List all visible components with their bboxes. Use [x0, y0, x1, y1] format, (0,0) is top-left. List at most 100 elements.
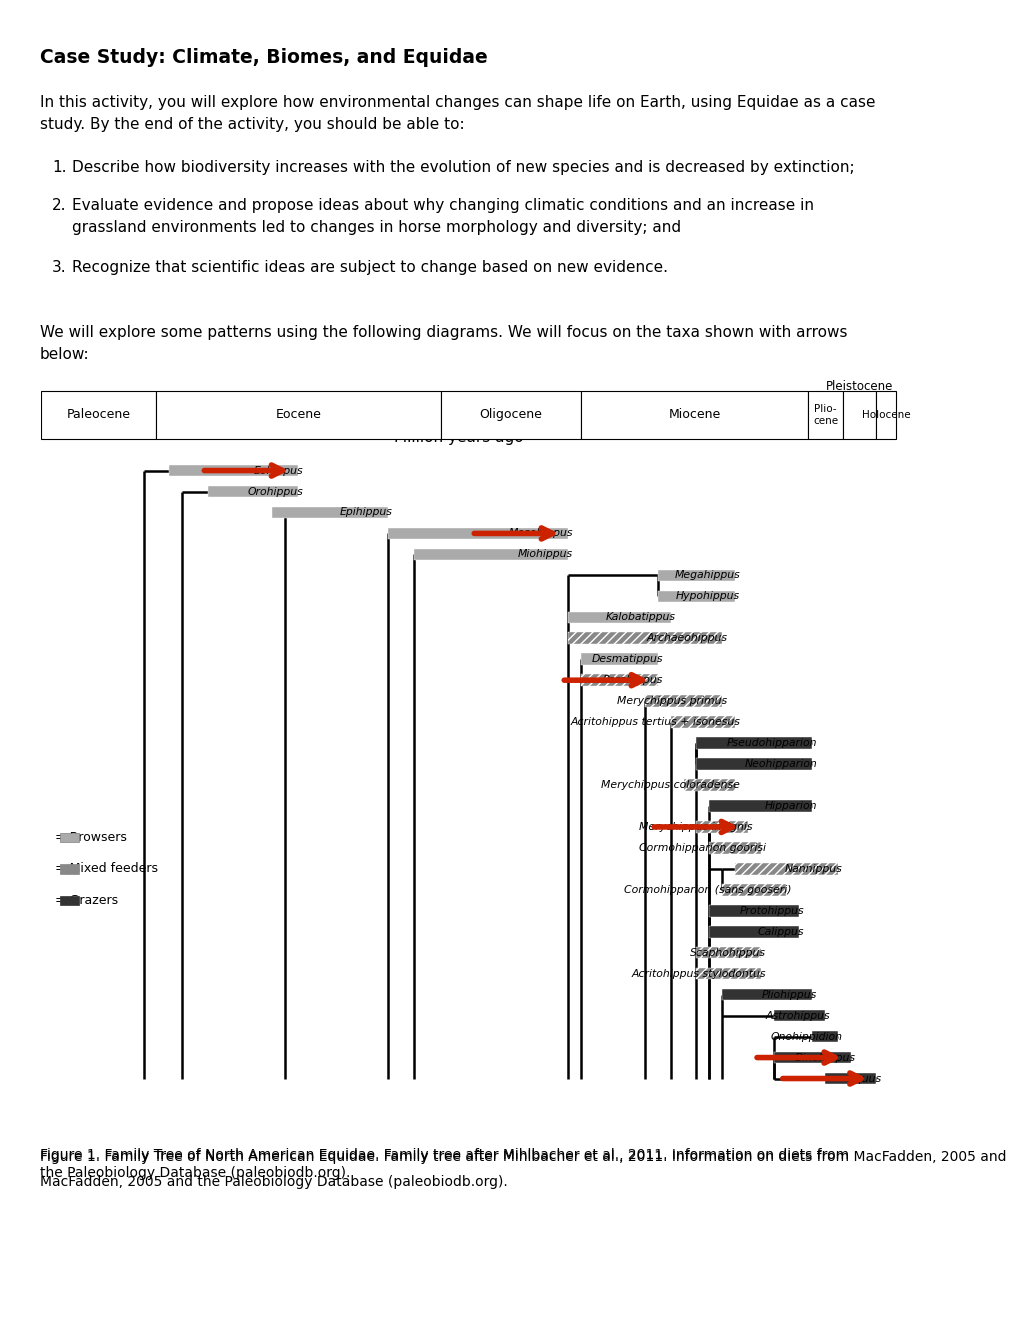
Text: Merychippus insignis: Merychippus insignis [639, 822, 752, 832]
Text: Miocene: Miocene [667, 408, 719, 421]
Text: Million years ago: Million years ago [393, 430, 523, 445]
Text: Acritohippus stylodontus: Acritohippus stylodontus [631, 969, 765, 978]
Text: Evaluate evidence and propose ideas about why changing climatic conditions and a: Evaluate evidence and propose ideas abou… [72, 198, 813, 213]
Bar [842, 391, 875, 440]
Bar [169, 465, 298, 477]
Bar [735, 863, 837, 875]
Text: Kalobatippus: Kalobatippus [605, 612, 676, 622]
Text: 0: 0 [871, 414, 879, 428]
Text: Mesohippus: Mesohippus [508, 528, 573, 539]
Text: Merychippus primus: Merychippus primus [616, 696, 727, 706]
Bar [708, 842, 760, 854]
Bar [875, 391, 895, 440]
Bar [41, 391, 156, 440]
Bar [683, 779, 735, 791]
Text: = Browsers: = Browsers [55, 830, 126, 843]
Text: 10: 10 [739, 414, 755, 428]
Bar [824, 1073, 875, 1084]
Bar [721, 884, 786, 895]
Text: Eohippus: Eohippus [253, 466, 303, 475]
Text: Archaeohippus: Archaeohippus [646, 634, 727, 643]
Text: Paleocene: Paleocene [66, 408, 130, 421]
Text: Calippus: Calippus [757, 927, 804, 937]
Text: Plio-
cene: Plio- cene [812, 404, 838, 426]
Text: Oligocene: Oligocene [479, 408, 541, 421]
Text: Holocene: Holocene [861, 411, 909, 420]
Text: We will explore some patterns using the following diagrams. We will focus on the: We will explore some patterns using the … [40, 325, 847, 341]
Text: Eocene: Eocene [275, 408, 321, 421]
Bar [440, 391, 580, 440]
Text: Figure 1. Family Tree of North American Equidae. Family tree after Mihlbacher et: Figure 1. Family Tree of North American … [40, 1148, 848, 1162]
Text: 30: 30 [482, 414, 498, 428]
Bar [772, 1010, 824, 1022]
Bar [772, 1052, 850, 1064]
Text: study. By the end of the activity, you should be able to:: study. By the end of the activity, you s… [40, 117, 465, 132]
Text: Acritohippus tertius + isonesus: Acritohippus tertius + isonesus [570, 717, 740, 727]
Bar [696, 821, 747, 833]
Text: Onohippidion: Onohippidion [770, 1032, 842, 1041]
Text: Equus: Equus [848, 1073, 880, 1084]
Text: Orohippus: Orohippus [247, 487, 303, 496]
Bar [708, 927, 799, 937]
Bar [568, 611, 671, 623]
Text: 40: 40 [354, 414, 370, 428]
Bar [708, 906, 799, 916]
Bar [580, 391, 807, 440]
Text: Miohippus: Miohippus [518, 549, 573, 560]
Bar [657, 590, 735, 602]
Bar [811, 1031, 837, 1043]
Bar [60, 865, 79, 874]
Text: In this activity, you will explore how environmental changes can shape life on E: In this activity, you will explore how e… [40, 95, 874, 110]
Text: Desmatippus: Desmatippus [591, 655, 662, 664]
Text: MacFadden, 2005 and the Paleobiology Database (paleobiodb.org).: MacFadden, 2005 and the Paleobiology Dat… [40, 1175, 507, 1189]
Text: below:: below: [40, 347, 90, 362]
Bar [696, 968, 760, 979]
Text: Neohipparion: Neohipparion [744, 759, 816, 770]
Bar [156, 391, 440, 440]
Text: Case Study: Climate, Biomes, and Equidae: Case Study: Climate, Biomes, and Equidae [40, 48, 487, 67]
Text: Pleistocene: Pleistocene [825, 380, 893, 393]
Text: Recognize that scientific ideas are subject to change based on new evidence.: Recognize that scientific ideas are subj… [72, 260, 667, 275]
Text: Merychippus coloradense: Merychippus coloradense [600, 780, 740, 789]
Text: Hypohippus: Hypohippus [676, 591, 740, 602]
Text: Describe how biodiversity increases with the evolution of new species and is dec: Describe how biodiversity increases with… [72, 160, 854, 176]
Bar [696, 738, 811, 748]
Bar [272, 507, 387, 519]
Bar [721, 989, 811, 1001]
Text: 50: 50 [225, 414, 242, 428]
Text: Parahippus: Parahippus [602, 676, 662, 685]
Text: grassland environments led to changes in horse morphology and diversity; and: grassland environments led to changes in… [72, 220, 681, 235]
Bar [208, 486, 298, 498]
Text: Hipparion: Hipparion [764, 801, 816, 810]
Text: Cormohipparion goorisi: Cormohipparion goorisi [638, 843, 765, 853]
Bar [671, 717, 735, 727]
Text: Pliohippus: Pliohippus [761, 990, 816, 999]
Text: 60: 60 [97, 414, 113, 428]
Bar [696, 758, 811, 770]
Text: = Mixed feeders: = Mixed feeders [55, 862, 158, 875]
Text: = Grazers: = Grazers [55, 894, 118, 907]
Text: 20: 20 [610, 414, 627, 428]
Bar [568, 632, 721, 644]
Text: Dinohippus: Dinohippus [794, 1052, 855, 1063]
Bar [60, 833, 79, 842]
Bar [413, 549, 568, 560]
Bar [807, 391, 842, 440]
Text: Epihippus: Epihippus [339, 507, 392, 517]
Bar [696, 946, 760, 958]
Bar [387, 528, 568, 539]
Bar [708, 800, 811, 812]
Bar [644, 696, 721, 708]
Text: 1.: 1. [52, 160, 66, 176]
Text: 2.: 2. [52, 198, 66, 213]
Bar [580, 675, 657, 686]
Text: 3.: 3. [52, 260, 66, 275]
Text: Figure 1. Family Tree of North American Equidae. Family tree after Mihlbacher et: Figure 1. Family Tree of North American … [40, 1150, 1006, 1180]
Text: Scaphohippus: Scaphohippus [689, 948, 765, 958]
Bar [580, 653, 657, 665]
Text: Pseudohipparion: Pseudohipparion [726, 738, 816, 748]
Bar [60, 895, 79, 906]
Text: Cormohipparion (sans gooseri): Cormohipparion (sans gooseri) [624, 884, 791, 895]
Bar [657, 570, 735, 581]
Text: Astrohippus: Astrohippus [764, 1011, 829, 1020]
